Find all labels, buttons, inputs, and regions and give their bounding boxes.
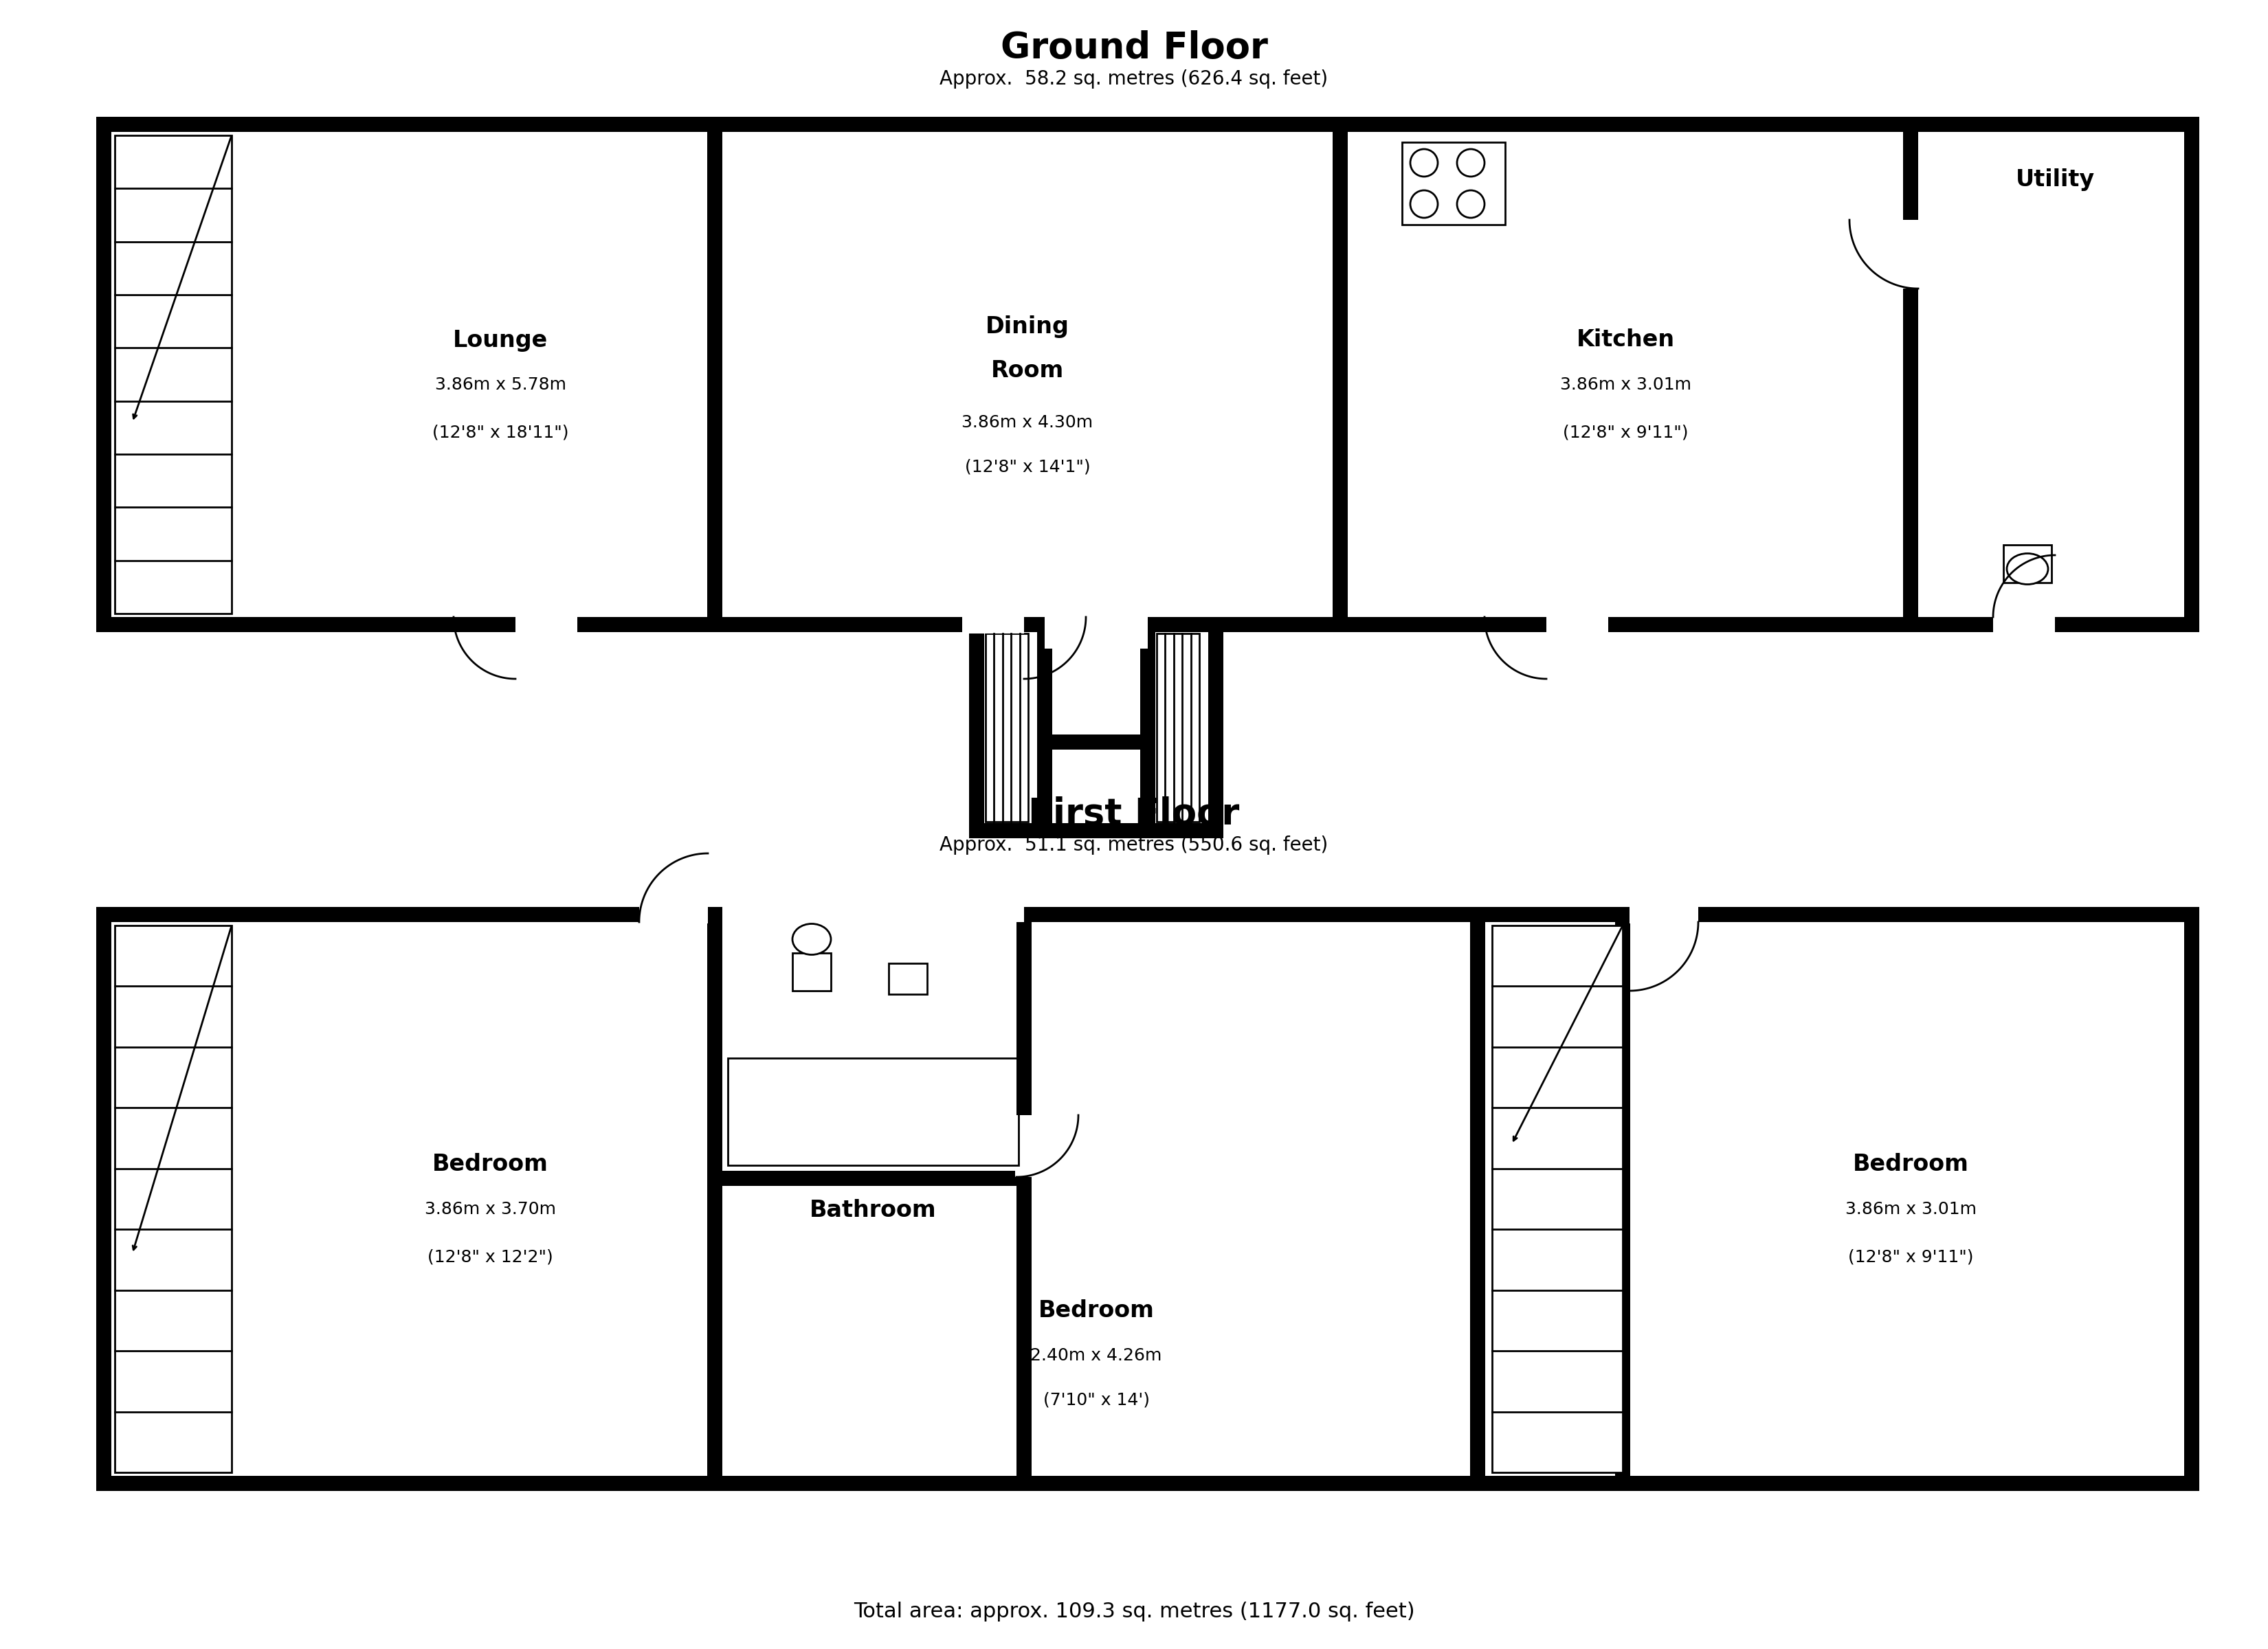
Text: Approx.  51.1 sq. metres (550.6 sq. feet): Approx. 51.1 sq. metres (550.6 sq. feet) [939,836,1329,854]
Bar [95,117,2200,632]
Text: (12'8" x 12'2"): (12'8" x 12'2") [426,1250,553,1266]
Bar [1994,615,2055,633]
Text: 3.86m x 5.78m: 3.86m x 5.78m [435,376,567,392]
Text: (12'8" x 9'11"): (12'8" x 9'11") [1563,424,1687,440]
Text: (7'10" x 14'): (7'10" x 14') [1043,1392,1150,1408]
Bar [1157,633,1200,821]
Bar [962,615,1025,633]
Text: Kitchen: Kitchen [1576,328,1674,351]
Bar [515,615,578,633]
Text: 2.40m x 4.26m: 2.40m x 4.26m [1030,1347,1161,1364]
Bar [728,1059,1018,1166]
Text: First Floor: First Floor [1027,796,1241,833]
Text: Lounge: Lounge [454,328,549,351]
Bar [1903,117,1919,632]
Text: 3.86m x 3.01m: 3.86m x 3.01m [1846,1200,1978,1217]
Text: Room: Room [991,359,1064,383]
Bar [116,925,231,1473]
Bar [95,907,2200,1491]
Bar [984,632,1209,823]
Bar [1046,734,1148,750]
Bar [111,922,2184,1476]
Text: Total area: approx. 109.3 sq. metres (1177.0 sq. feet): Total area: approx. 109.3 sq. metres (11… [853,1601,1415,1621]
Text: Utility: Utility [2016,168,2096,191]
Bar [1016,907,1032,1491]
Bar [987,633,1027,821]
Bar [1141,632,1154,838]
Bar [792,953,830,991]
Bar [1402,142,1506,224]
Bar [708,117,721,632]
Text: Bathroom: Bathroom [810,1199,937,1222]
Bar [1492,925,1622,1473]
Bar [2003,544,2053,582]
Bar [640,905,708,923]
Text: Bedroom: Bedroom [1039,1299,1154,1322]
Text: (12'8" x 18'11"): (12'8" x 18'11") [433,424,569,440]
Text: (12'8" x 9'11"): (12'8" x 9'11") [1848,1250,1973,1266]
Text: Bedroom: Bedroom [431,1153,549,1176]
Bar [1016,1115,1032,1177]
Bar [1470,907,1486,1491]
Bar [721,905,1025,922]
Bar [1547,615,1608,633]
Text: 3.86m x 4.30m: 3.86m x 4.30m [962,414,1093,430]
Text: Approx.  58.2 sq. metres (626.4 sq. feet): Approx. 58.2 sq. metres (626.4 sq. feet) [939,69,1329,89]
Bar [721,1171,1032,1186]
Bar [968,632,1222,838]
Bar [889,963,928,994]
Text: Dining: Dining [987,315,1068,338]
Bar [1615,907,1631,1491]
Text: Ground Floor: Ground Floor [1000,30,1268,66]
Ellipse shape [2007,554,2048,584]
Bar [1036,632,1052,838]
Bar [1901,219,1919,289]
Bar [708,907,721,1491]
Text: (12'8" x 14'1"): (12'8" x 14'1") [964,458,1091,475]
Text: Bedroom: Bedroom [1853,1153,1969,1176]
Bar [111,132,2184,617]
Text: 3.86m x 3.01m: 3.86m x 3.01m [1560,376,1692,392]
Bar [1046,615,1148,648]
Text: 3.86m x 3.70m: 3.86m x 3.70m [424,1200,556,1217]
Bar [116,135,231,613]
Ellipse shape [792,923,830,955]
Bar [1628,905,1699,923]
Bar [1334,117,1347,632]
